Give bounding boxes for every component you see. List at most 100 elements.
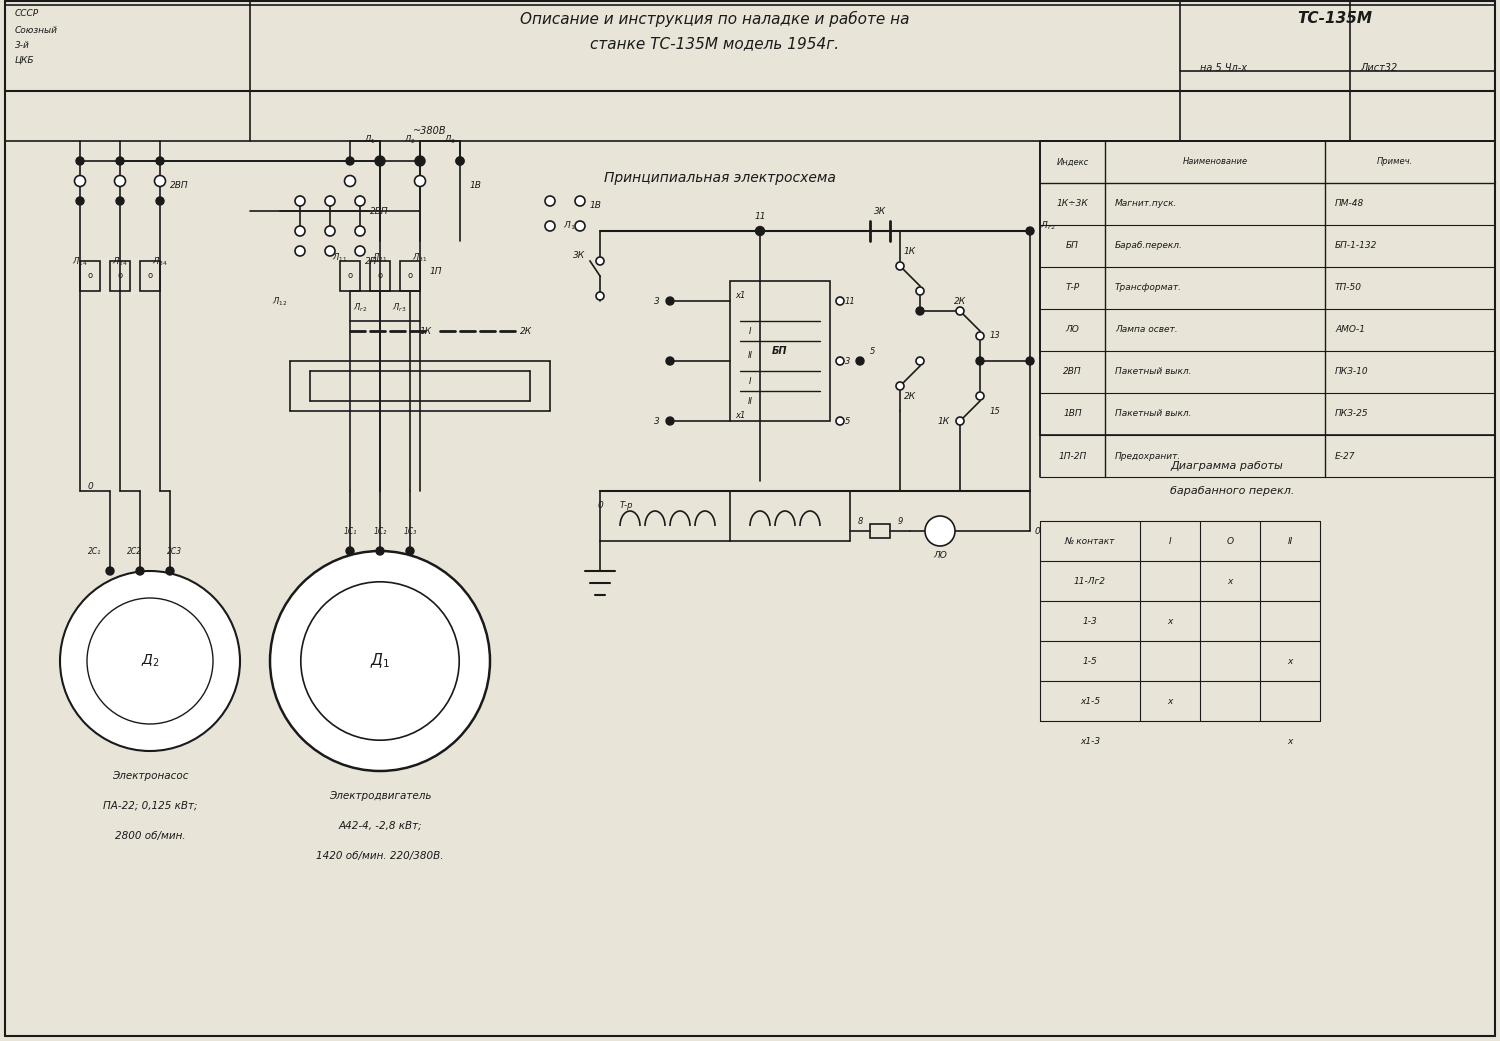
- Text: 11-Лг2: 11-Лг2: [1074, 577, 1106, 585]
- Text: Л$_{г2}$: Л$_{г2}$: [352, 301, 368, 313]
- Text: Т-р: Т-р: [620, 501, 633, 510]
- Text: 2К: 2К: [954, 297, 966, 306]
- Circle shape: [326, 196, 334, 206]
- Circle shape: [544, 196, 555, 206]
- Text: Л$_{12}$: Л$_{12}$: [272, 296, 288, 308]
- Circle shape: [76, 197, 84, 205]
- Circle shape: [60, 572, 240, 751]
- Circle shape: [376, 547, 384, 555]
- Text: x: x: [1167, 696, 1173, 706]
- Text: 3: 3: [844, 356, 850, 365]
- Circle shape: [356, 246, 364, 256]
- Text: Л$_{11}$: Л$_{11}$: [333, 251, 348, 263]
- Circle shape: [356, 226, 364, 236]
- Text: o: o: [117, 272, 123, 280]
- Circle shape: [154, 176, 165, 186]
- Text: 0: 0: [1035, 527, 1041, 535]
- Circle shape: [896, 262, 904, 270]
- Text: o: o: [87, 272, 93, 280]
- Circle shape: [76, 157, 84, 166]
- Circle shape: [976, 392, 984, 400]
- Circle shape: [356, 196, 364, 206]
- Text: 15: 15: [990, 406, 1000, 415]
- Text: 0: 0: [87, 482, 93, 491]
- Text: Л$_2$: Л$_2$: [404, 133, 416, 146]
- Text: БП: БП: [1066, 242, 1078, 251]
- Circle shape: [416, 156, 424, 166]
- Text: 3-й: 3-й: [15, 41, 30, 50]
- Text: 1С₁: 1С₁: [344, 527, 357, 536]
- Text: 3К: 3К: [573, 252, 585, 260]
- Text: 1420 об/мин. 220/380В.: 1420 об/мин. 220/380В.: [316, 850, 444, 861]
- Circle shape: [856, 357, 864, 365]
- Text: Пакетный выкл.: Пакетный выкл.: [1114, 409, 1191, 418]
- Circle shape: [976, 357, 984, 365]
- Circle shape: [75, 176, 86, 186]
- Text: ЛО: ЛО: [1065, 326, 1080, 334]
- Circle shape: [896, 382, 904, 390]
- Text: 2К: 2К: [904, 392, 916, 401]
- Text: ПКЗ-25: ПКЗ-25: [1335, 409, 1368, 418]
- Text: Д$_1$: Д$_1$: [370, 652, 390, 670]
- Text: x: x: [1167, 616, 1173, 626]
- Text: 3: 3: [654, 297, 660, 305]
- Text: АМО-1: АМО-1: [1335, 326, 1365, 334]
- Text: 1-3: 1-3: [1083, 616, 1098, 626]
- Text: 5: 5: [870, 347, 876, 355]
- Bar: [870, 524, 889, 538]
- Text: 2ВП: 2ВП: [170, 181, 189, 191]
- Text: А42-4, -2,8 кВт;: А42-4, -2,8 кВт;: [338, 821, 422, 831]
- Circle shape: [156, 197, 164, 205]
- Text: o: o: [147, 272, 153, 280]
- Text: II: II: [1287, 536, 1293, 545]
- Circle shape: [836, 297, 844, 305]
- Circle shape: [916, 357, 924, 365]
- Text: Бараб.перекл.: Бараб.перекл.: [1114, 242, 1184, 251]
- Text: ~380В: ~380В: [413, 126, 447, 136]
- Text: Л$_{г3}$: Л$_{г3}$: [393, 301, 408, 313]
- Circle shape: [976, 332, 984, 340]
- Circle shape: [326, 226, 334, 236]
- Text: O: O: [1227, 536, 1233, 545]
- Text: Е-27: Е-27: [1335, 452, 1356, 460]
- Text: барабанного перекл.: барабанного перекл.: [1170, 486, 1294, 496]
- Text: Магнит.пуск.: Магнит.пуск.: [1114, 200, 1178, 208]
- Text: 1К: 1К: [420, 327, 432, 335]
- Circle shape: [106, 567, 114, 575]
- Circle shape: [302, 582, 459, 740]
- Text: 3К: 3К: [874, 207, 886, 215]
- Text: БП: БП: [772, 346, 788, 356]
- Circle shape: [544, 221, 555, 231]
- Text: Л$_1$: Л$_1$: [364, 133, 376, 146]
- Circle shape: [345, 176, 355, 186]
- Circle shape: [116, 157, 124, 166]
- Text: Л$_{31}$: Л$_{31}$: [413, 251, 428, 263]
- Circle shape: [456, 157, 464, 166]
- Circle shape: [1026, 227, 1033, 235]
- Text: Диаграмма работы: Диаграмма работы: [1170, 461, 1282, 471]
- Text: I: I: [1168, 536, 1172, 545]
- Text: 2П: 2П: [364, 256, 378, 265]
- Circle shape: [87, 598, 213, 723]
- Circle shape: [136, 567, 144, 575]
- Text: ЛО: ЛО: [933, 551, 946, 560]
- Text: x1: x1: [735, 291, 746, 301]
- Circle shape: [666, 417, 674, 425]
- Circle shape: [1026, 357, 1033, 365]
- Circle shape: [916, 287, 924, 295]
- Bar: [110, 261, 130, 291]
- Text: x1: x1: [735, 411, 746, 421]
- Text: ТП-50: ТП-50: [1335, 283, 1362, 293]
- Text: Л$_{34}$: Л$_{34}$: [152, 256, 168, 269]
- Circle shape: [596, 257, 604, 265]
- Text: Союзный: Союзный: [15, 26, 58, 35]
- Text: I: I: [748, 377, 752, 385]
- Circle shape: [416, 157, 424, 166]
- Circle shape: [375, 156, 386, 166]
- Text: x: x: [1227, 577, 1233, 585]
- Text: 1В: 1В: [470, 181, 482, 191]
- Text: Лист32: Лист32: [1360, 64, 1398, 73]
- Text: Л$_{12}$: Л$_{12}$: [564, 220, 580, 232]
- Bar: [140, 261, 160, 291]
- Text: Электронасос: Электронасос: [111, 771, 189, 781]
